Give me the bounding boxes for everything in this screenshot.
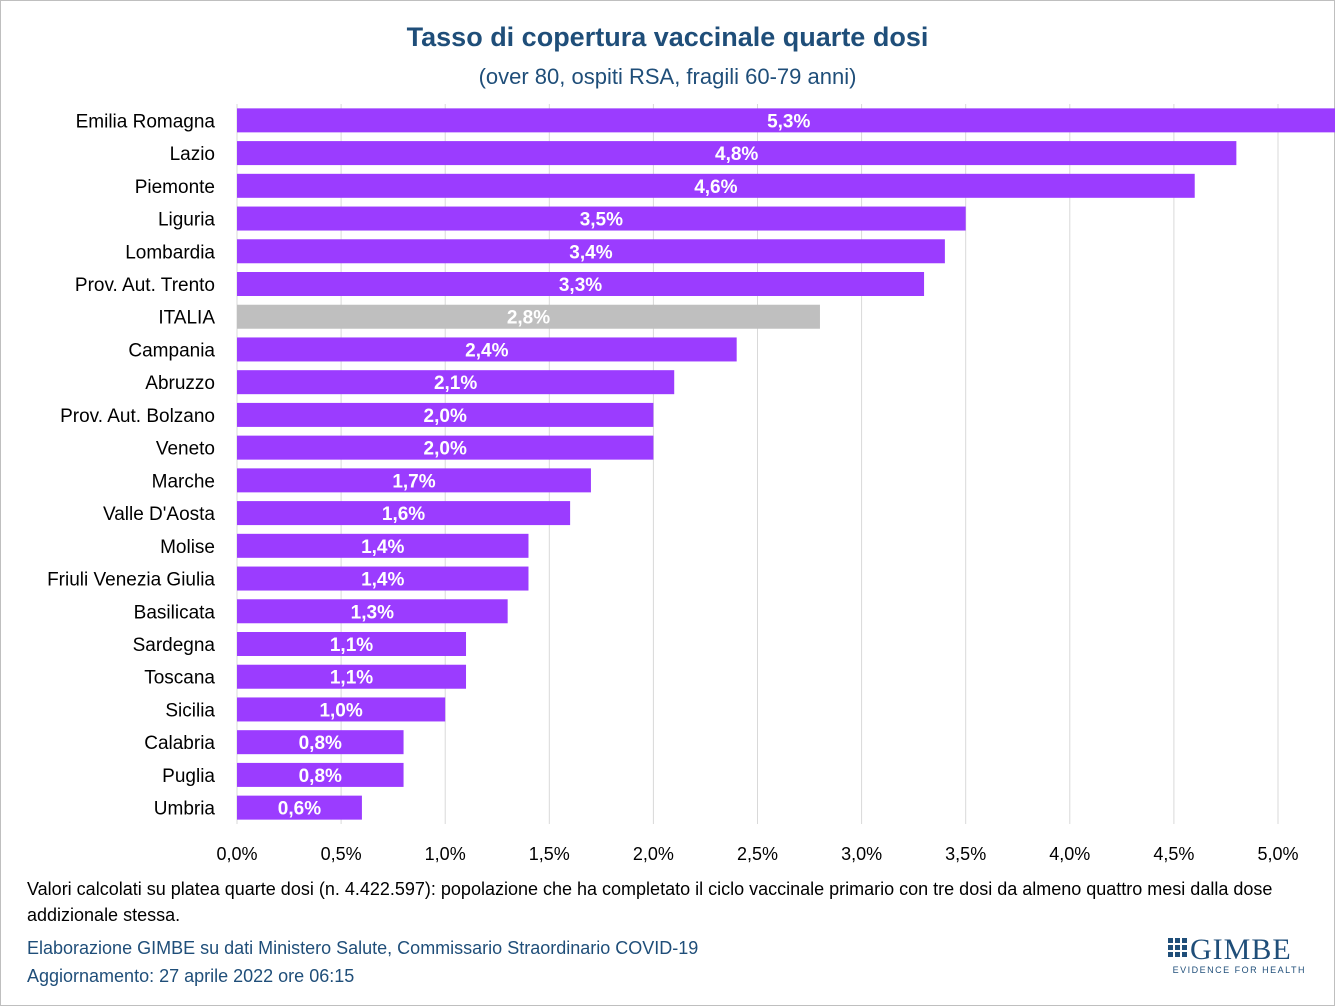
logo-wordmark: GIMBE [1190,933,1292,966]
data-label: 1,1% [330,635,373,656]
bar [237,599,508,624]
data-label: 4,8% [715,144,758,165]
category-label: Lazio [170,144,215,165]
category-label: Umbria [154,799,216,820]
x-tick-label: 5,0% [1257,844,1298,864]
category-label: Calabria [144,733,215,754]
chart-subtitle: (over 80, ospiti RSA, fragili 60-79 anni… [478,64,857,89]
bar [237,402,654,427]
category-label: Veneto [156,439,215,460]
bar [237,272,925,296]
category-label: Campania [128,340,215,361]
category-label: ITALIA [158,308,215,329]
bar [237,533,529,558]
x-tick-label: 0,0% [216,844,257,864]
category-label: Molise [160,537,215,558]
category-label: Friuli Venezia Giulia [47,570,215,591]
category-label: Basilicata [134,602,216,623]
data-label: 2,0% [424,439,467,460]
category-label: Prov. Aut. Trento [75,275,215,296]
source-text: Elaborazione GIMBE su dati Ministero Sal… [27,938,699,958]
data-label: 2,4% [465,340,508,361]
category-label: Marche [152,471,215,492]
data-label: 2,0% [424,406,467,427]
bar [237,501,571,526]
x-tick-label: 3,5% [945,844,986,864]
bar [237,108,1335,133]
category-label: Sardegna [133,635,216,656]
bar [237,337,737,362]
category-label: Sicilia [165,700,215,721]
data-label: 1,1% [330,668,373,689]
x-tick-label: 3,0% [841,844,882,864]
x-tick-label: 1,0% [425,844,466,864]
bar [237,141,1237,166]
bar [237,566,529,591]
category-label: Lombardia [125,242,215,263]
data-label: 5,3% [767,111,810,132]
bar [237,173,1195,198]
bar [237,795,362,820]
category-label: Piemonte [135,177,215,198]
data-label: 1,4% [361,537,404,558]
category-label: Abruzzo [145,373,215,394]
bar-chart: 0,0% 0,5% 1,0% 1,5% 2,0% 2,5% 3,0% 3,5% 4,0% 4,5%… [47,104,1335,864]
bar [237,206,966,231]
category-label: Prov. Aut. Bolzano [60,406,215,427]
chart-title: Tasso di copertura vaccinale quarte dosi [406,22,929,52]
bar [237,468,591,493]
data-label: 3,3% [559,275,602,296]
data-label: 0,8% [299,766,342,787]
data-label: 1,4% [361,570,404,591]
x-tick-label: 0,5% [321,844,362,864]
bar [237,370,675,395]
x-tick-label: 2,0% [633,844,674,864]
category-label: Puglia [162,766,215,787]
x-tick-label: 1,5% [529,844,570,864]
category-label: Toscana [144,668,215,689]
data-label: 2,8% [507,308,550,329]
bar [237,762,404,787]
x-tick-label: 4,5% [1153,844,1194,864]
gimbe-logo: GIMBE EVIDENCE FOR HEALTH [1168,933,1308,976]
category-label: Valle D'Aosta [103,504,215,525]
data-label: 4,6% [694,177,737,198]
bar [237,632,467,656]
bar [237,239,945,264]
data-label: 0,6% [278,799,321,820]
bar [237,435,654,460]
gimbe-grid-icon [1168,938,1187,957]
category-label: Liguria [158,210,215,231]
category-label: Emilia Romagna [76,111,216,132]
data-label: 1,0% [319,700,362,721]
data-label: 1,7% [392,471,435,492]
data-label: 3,5% [580,210,623,231]
data-label: 3,4% [569,242,612,263]
data-label: 0,8% [299,733,342,754]
bar [237,304,820,329]
data-label: 1,6% [382,504,425,525]
x-tick-label: 2,5% [737,844,778,864]
logo-tagline: EVIDENCE FOR HEALTH [1172,965,1306,975]
data-label: 1,3% [351,602,394,623]
data-label: 2,1% [434,373,477,394]
footnote: Valori calcolati su platea quarte dosi (… [27,879,1273,925]
update-text: Aggiornamento: 27 aprile 2022 ore 06:15 [27,966,355,986]
x-tick-label: 4,0% [1049,844,1090,864]
bar [237,697,446,722]
bar [237,730,404,755]
bar [237,664,467,689]
